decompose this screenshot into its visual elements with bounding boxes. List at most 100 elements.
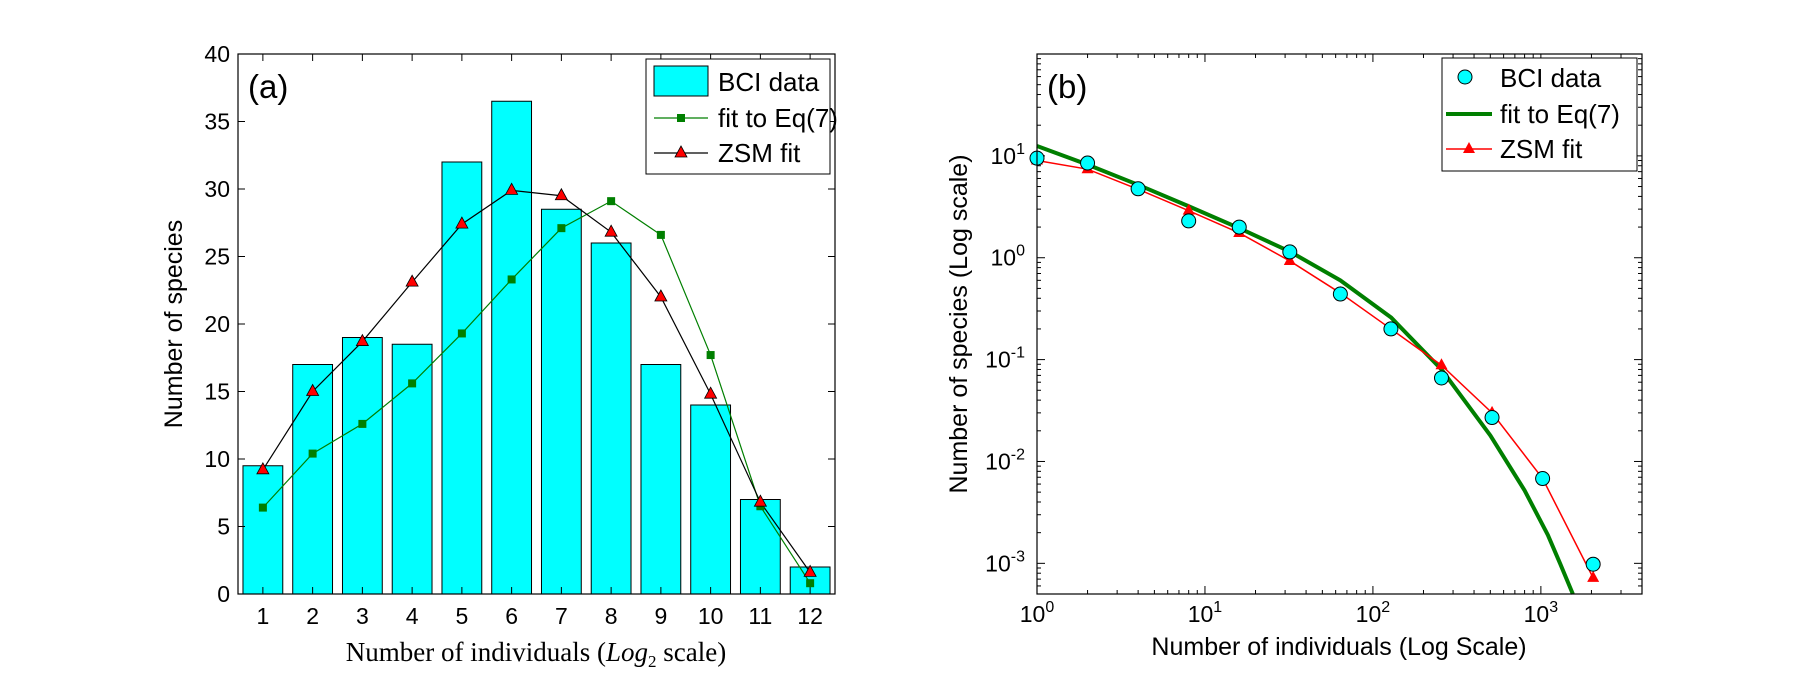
chart-a-legend-bar-swatch [653, 65, 709, 97]
chart-a-ytick-label: 5 [217, 514, 230, 540]
chart-a-bar-11 [739, 499, 781, 595]
chart-a-legend-eq7-marker [677, 114, 685, 122]
chart-a-bar-3 [341, 337, 383, 595]
chart-b-bci-point [1383, 321, 1399, 337]
chart-a-eq7-point [706, 351, 715, 360]
chart-b-eq7-curve [1036, 144, 1575, 595]
chart-b-bci-point [1181, 213, 1197, 229]
chart-a-xtick-label: 7 [555, 603, 568, 629]
chart-a-legend: BCI data fit to Eq(7) ZSM fit [645, 58, 838, 175]
chart-b-zsm-line [1036, 159, 1594, 579]
chart-a-zsm-point [504, 182, 519, 195]
chart-a-legend-label-zsm: ZSM fit [718, 138, 801, 168]
chart-b-zsm-point [1283, 253, 1296, 265]
chart-b-zsm-point [1435, 358, 1448, 370]
chart-a-zsm-point [405, 274, 419, 287]
chart-b-bci-point [1535, 471, 1551, 487]
chart-a-x-axis-label: Number of individuals (Log2 scale) [346, 637, 726, 671]
chart-a-panel-label: (a) [248, 68, 288, 105]
chart-a-xtick-label: 3 [356, 603, 369, 629]
chart-a-xtick-label: 4 [406, 603, 419, 629]
chart-a-x-label-prefix: Number of individuals ( [346, 637, 606, 667]
chart-a-eq7-point [308, 449, 317, 458]
chart-b-legend-label-zsm: ZSM fit [1500, 134, 1583, 164]
chart-b: 100 101 102 103 10-3 10-2 10-1 100 101 (b) Numbe… [945, 53, 1643, 661]
chart-a-zsm-point [256, 461, 270, 475]
chart-a-bar-9 [640, 364, 682, 595]
chart-a-ytick-label: 20 [204, 311, 230, 337]
chart-a-eq7-point [258, 503, 267, 512]
chart-b-bci-point [1585, 556, 1601, 572]
chart-a-legend-label-eq7: fit to Eq(7) [718, 103, 838, 133]
chart-a-zsm-point [554, 187, 569, 201]
chart-a-xtick-label: 5 [455, 603, 468, 629]
chart-a-x-label-math: Log [605, 637, 648, 667]
chart-a-xtick-label: 9 [654, 603, 667, 629]
chart-b-xtick-label: 102 [1356, 599, 1391, 627]
chart-a-xtick-label: 12 [797, 603, 823, 629]
chart-b-xtick-label: 101 [1188, 599, 1223, 627]
chart-b-legend-bci-marker [1457, 69, 1473, 85]
chart-a-bar-1 [242, 465, 284, 595]
chart-a-zsm-point [604, 224, 618, 237]
chart-b-bci-point [1231, 219, 1247, 235]
chart-b-legend-zsm-marker [1463, 142, 1475, 153]
chart-a-xtick-label: 10 [698, 603, 724, 629]
chart-b-legend: BCI data fit to Eq(7) ZSM fit [1441, 57, 1638, 172]
chart-a-eq7-point [607, 197, 616, 206]
chart-a-xtick-label: 8 [605, 603, 618, 629]
chart-a-zsm-point [355, 333, 370, 346]
chart-b-ytick-label: 10-1 [985, 345, 1025, 373]
chart-b-panel-label: (b) [1047, 68, 1087, 105]
chart-b-zsm-point [1182, 203, 1195, 215]
chart-b-bci-point [1130, 181, 1146, 197]
chart-a-ytick-label: 40 [204, 41, 230, 67]
chart-b-zsm-point [1587, 570, 1600, 582]
chart-a-ytick-label: 15 [204, 379, 230, 405]
chart-a-bar-5 [441, 161, 483, 595]
chart-b-legend-label-eq7: fit to Eq(7) [1500, 99, 1620, 129]
chart-a-eq7-point [806, 579, 815, 588]
chart-a-zsm-point [305, 383, 320, 396]
chart-a-bar-6 [491, 100, 533, 595]
chart-a-eq7-line [262, 200, 811, 584]
chart-b-axes-frame [1036, 53, 1643, 595]
chart-a-zsm-point [455, 216, 469, 229]
chart-a-xtick-label: 6 [505, 603, 518, 629]
chart-b-bci-point [1282, 244, 1298, 260]
chart-a-zsm-line [262, 189, 811, 573]
chart-a-ytick-label: 25 [204, 244, 230, 270]
chart-a-x-label-suffix: scale) [657, 637, 727, 667]
chart-a-ytick-label: 10 [204, 446, 230, 472]
chart-b-ytick-label: 100 [991, 243, 1026, 271]
chart-b-y-axis-label: Number of species (Log scale) [945, 154, 973, 493]
chart-a-xtick-label: 2 [306, 603, 319, 629]
chart-b-bci-point [1080, 155, 1096, 171]
chart-a-ytick-label: 30 [204, 176, 230, 202]
chart-a-ytick-label: 0 [217, 581, 230, 607]
chart-a-bar-8 [590, 242, 632, 595]
chart-a-legend-zsm-marker [674, 145, 688, 158]
chart-a-eq7-point [408, 379, 417, 388]
chart-a-eq7-point [656, 230, 665, 239]
chart-a-legend-label-bci: BCI data [718, 67, 820, 97]
chart-b-bci-point [1332, 286, 1348, 302]
chart-a-eq7-point [457, 329, 466, 338]
chart-b-xtick-label: 100 [1020, 599, 1055, 627]
chart-b-bci-point [1484, 410, 1500, 426]
chart-a-bar-2 [292, 364, 334, 595]
chart-a-xtick-label: 11 [748, 603, 772, 629]
chart-a-axes-frame [237, 53, 836, 595]
chart-a-x-label-subscript: 2 [648, 652, 657, 671]
chart-a-y-axis-label: Number of species [160, 220, 188, 428]
chart-b-x-axis-label: Number of individuals (Log Scale) [1151, 633, 1526, 661]
chart-a-bar-10 [690, 404, 732, 595]
chart-a-ytick-label: 35 [204, 109, 230, 135]
chart-b-xtick-label: 103 [1524, 599, 1559, 627]
chart-b-bci-point [1433, 370, 1449, 386]
chart-b-ytick-label: 10-2 [985, 446, 1025, 474]
chart-a-xtick-label: 1 [256, 603, 269, 629]
chart-a-zsm-point [753, 494, 768, 507]
